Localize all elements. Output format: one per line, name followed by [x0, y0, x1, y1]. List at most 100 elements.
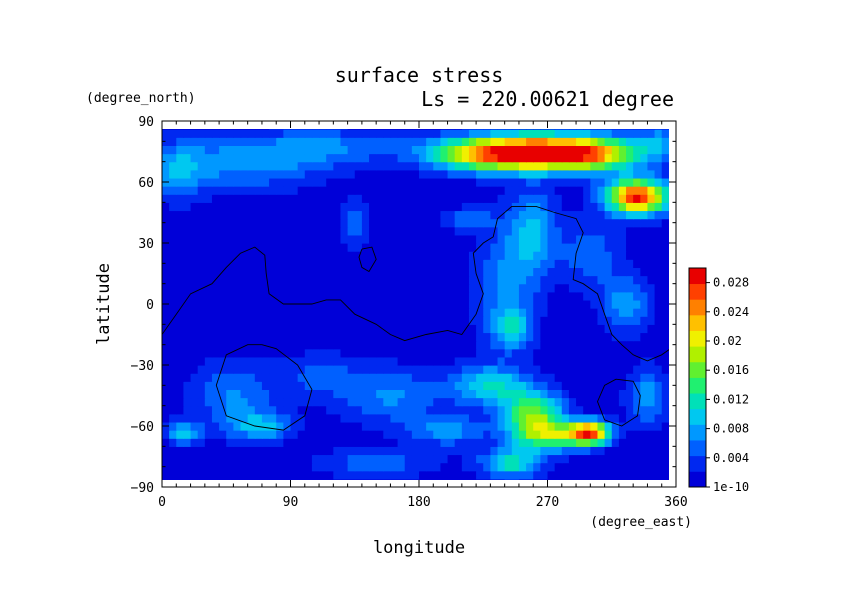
- field-cell: [390, 405, 399, 415]
- field-cell: [447, 194, 456, 203]
- field-cell: [397, 446, 406, 456]
- field-cell: [283, 397, 292, 407]
- field-cell: [447, 234, 456, 244]
- field-cell: [176, 381, 185, 390]
- field-cell: [254, 454, 263, 464]
- field-cell: [297, 291, 306, 301]
- field-cell: [597, 275, 606, 285]
- field-cell: [283, 210, 292, 220]
- field-cell: [176, 234, 185, 244]
- field-cell: [604, 332, 613, 342]
- field-cell: [376, 348, 384, 358]
- field-cell: [340, 478, 349, 480]
- field-cell: [226, 226, 234, 236]
- field-cell: [476, 145, 484, 155]
- field-cell: [176, 251, 185, 260]
- field-cell: [504, 421, 513, 431]
- field-cell: [162, 169, 170, 179]
- field-cell: [576, 324, 584, 334]
- field-cell: [390, 186, 399, 195]
- field-cell: [447, 373, 456, 382]
- field-cell: [297, 397, 306, 407]
- field-cell: [626, 129, 634, 130]
- field-cell: [461, 446, 470, 456]
- field-cell: [540, 373, 549, 382]
- field-cell: [219, 397, 227, 407]
- field-cell: [226, 243, 234, 252]
- field-cell: [654, 137, 663, 146]
- field-cell: [518, 316, 527, 325]
- field-cell: [661, 462, 669, 472]
- field-cell: [211, 161, 220, 171]
- field-cell: [611, 365, 620, 374]
- field-cell: [233, 365, 242, 374]
- field-cell: [369, 405, 377, 415]
- field-cell: [340, 405, 349, 415]
- field-cell: [640, 413, 649, 423]
- field-cell: [540, 177, 549, 187]
- field-cell: [568, 462, 577, 472]
- field-cell: [247, 145, 256, 155]
- field-cell: [311, 210, 320, 220]
- field-cell: [590, 275, 599, 285]
- field-cell: [369, 316, 377, 325]
- field-cell: [554, 381, 563, 390]
- field-cell: [568, 210, 577, 220]
- field-cell: [369, 283, 377, 293]
- field-cell: [311, 413, 320, 423]
- field-cell: [497, 421, 506, 431]
- field-cell: [647, 226, 656, 236]
- field-cell: [518, 397, 527, 407]
- field-cell: [547, 291, 556, 301]
- field-cell: [254, 356, 263, 366]
- field-cell: [526, 186, 534, 195]
- field-cell: [511, 259, 520, 268]
- field-cell: [311, 430, 320, 439]
- stress-field: [162, 129, 669, 480]
- field-cell: [561, 340, 570, 350]
- field-cell: [647, 454, 656, 464]
- field-cell: [354, 129, 363, 130]
- field-cell: [476, 129, 484, 138]
- field-cell: [461, 438, 470, 447]
- field-cell: [276, 291, 284, 301]
- field-cell: [326, 316, 334, 325]
- field-cell: [226, 324, 234, 334]
- field-cell: [511, 129, 520, 138]
- field-cell: [668, 438, 669, 447]
- field-cell: [618, 365, 627, 374]
- field-cell: [668, 194, 669, 203]
- field-cell: [504, 259, 513, 268]
- field-cell: [433, 210, 442, 220]
- field-cell: [618, 129, 627, 138]
- field-cell: [311, 389, 320, 399]
- field-cell: [433, 308, 442, 317]
- field-cell: [497, 405, 506, 415]
- field-cell: [511, 389, 520, 399]
- field-cell: [483, 177, 491, 187]
- field-cell: [454, 259, 463, 268]
- field-cell: [590, 381, 599, 390]
- field-cell: [211, 373, 220, 382]
- field-cell: [354, 275, 363, 285]
- field-cell: [411, 454, 420, 464]
- field-cell: [561, 430, 570, 439]
- field-cell: [611, 478, 620, 480]
- field-cell: [654, 340, 663, 350]
- field-cell: [304, 169, 313, 179]
- field-cell: [640, 308, 649, 317]
- field-cell: [290, 389, 299, 399]
- field-cell: [240, 145, 249, 155]
- field-cell: [504, 324, 513, 334]
- field-cell: [554, 129, 563, 130]
- field-cell: [583, 291, 591, 301]
- field-cell: [433, 129, 442, 138]
- field-cell: [169, 275, 177, 285]
- field-cell: [354, 340, 363, 350]
- field-cell: [226, 381, 234, 390]
- field-cell: [340, 153, 349, 163]
- field-cell: [283, 218, 292, 228]
- field-cell: [426, 413, 434, 423]
- field-cell: [176, 275, 185, 285]
- field-cell: [269, 365, 277, 374]
